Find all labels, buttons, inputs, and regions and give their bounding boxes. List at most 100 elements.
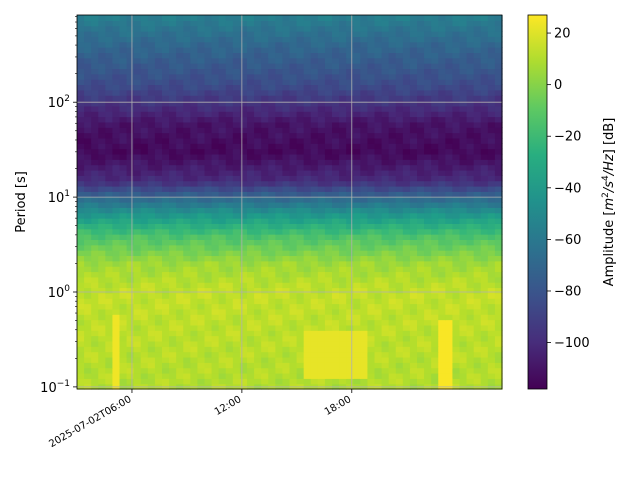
heatmap-cell [133, 324, 142, 331]
heatmap-cell [140, 89, 149, 96]
heatmap-cell [169, 319, 177, 326]
heatmap-cell [317, 330, 326, 337]
heatmap-cell [133, 116, 142, 123]
heatmap-cell [332, 276, 340, 283]
heatmap-cell [339, 111, 347, 118]
heatmap-cell [445, 169, 454, 176]
heatmap-cell [218, 330, 227, 337]
heatmap-cell [452, 52, 461, 59]
heatmap-cell [332, 378, 340, 385]
heatmap-cell [445, 95, 454, 102]
heatmap-cell [487, 271, 496, 278]
heatmap-cell [452, 143, 461, 150]
heatmap-cell [98, 73, 106, 80]
heatmap-cell [275, 89, 284, 96]
heatmap-cell [247, 239, 255, 246]
heatmap-cell [431, 52, 439, 59]
heatmap-cell [261, 169, 269, 176]
heatmap-cell [162, 282, 170, 289]
heatmap-cell [169, 367, 177, 374]
heatmap-cell [211, 356, 220, 363]
heatmap-cell [494, 271, 503, 278]
heatmap-cell [247, 68, 255, 75]
heatmap-cell [310, 282, 319, 289]
heatmap-cell [147, 324, 156, 331]
heatmap-cell [417, 73, 425, 80]
heatmap-cell [169, 356, 177, 363]
heatmap-cell [473, 378, 482, 385]
heatmap-cell [247, 95, 255, 102]
heatmap-cell [466, 63, 475, 70]
heatmap-cell [247, 121, 255, 128]
heatmap-cell [388, 255, 397, 262]
heatmap-cell [424, 111, 432, 118]
heatmap-cell [424, 180, 432, 187]
heatmap-cell [183, 191, 191, 198]
heatmap-cell [480, 95, 489, 102]
heatmap-cell [84, 287, 92, 294]
heatmap-cell [211, 132, 220, 139]
heatmap-cell [133, 351, 142, 358]
heatmap-cell [332, 372, 340, 379]
heatmap-cell [105, 356, 114, 363]
heatmap-cell [126, 185, 135, 192]
heatmap-cell [487, 292, 496, 299]
heatmap-cell [98, 159, 106, 166]
heatmap-cell [395, 234, 404, 240]
heatmap-cell [147, 202, 156, 208]
heatmap-cell [480, 169, 489, 176]
heatmap-cell [346, 255, 354, 262]
heatmap-cell [459, 292, 468, 299]
heatmap-cell [332, 25, 340, 32]
heatmap-cell [147, 340, 156, 347]
heatmap-cell [154, 68, 163, 75]
heatmap-cell [197, 95, 206, 102]
heatmap-cell [367, 164, 376, 171]
heatmap-cell [417, 271, 425, 278]
heatmap-cell [452, 36, 461, 43]
heatmap-cell [438, 340, 446, 347]
heatmap-cell [381, 57, 390, 64]
heatmap-cell [77, 356, 85, 363]
heatmap-cell [140, 356, 149, 363]
heatmap-cell [487, 276, 496, 283]
heatmap-cell [84, 282, 92, 289]
heatmap-cell [424, 340, 432, 347]
heatmap-cell [353, 308, 361, 315]
heatmap-cell [367, 260, 376, 267]
heatmap-cell [190, 282, 199, 289]
heatmap-cell [431, 105, 439, 112]
heatmap-cell [275, 148, 284, 155]
heatmap-cell [112, 105, 121, 112]
heatmap-cell [473, 351, 482, 358]
heatmap-cell [154, 57, 163, 64]
heatmap-cell [296, 15, 305, 21]
heatmap-cell [367, 84, 376, 91]
heatmap-cell [211, 25, 220, 32]
heatmap-cell [431, 255, 439, 262]
heatmap-cell [452, 207, 461, 214]
heatmap-cell [254, 292, 262, 299]
heatmap-cell [360, 79, 369, 86]
heatmap-cell [346, 308, 354, 315]
heatmap-cell [225, 292, 234, 299]
heatmap-cell [346, 196, 354, 203]
heatmap-cell [197, 335, 206, 342]
heatmap-cell [339, 73, 347, 80]
heatmap-cell [452, 41, 461, 48]
heatmap-cell [353, 266, 361, 273]
heatmap-cell [162, 356, 170, 363]
heatmap-cell [218, 121, 227, 128]
heatmap-cell [445, 266, 454, 273]
heatmap-cell [367, 250, 376, 257]
heatmap-cell [431, 223, 439, 230]
heatmap-cell [190, 89, 199, 96]
heatmap-cell [162, 159, 170, 166]
heatmap-cell [197, 52, 206, 59]
heatmap-cell [395, 303, 404, 310]
heatmap-cell [438, 143, 446, 150]
heatmap-cell [402, 36, 411, 43]
heatmap-cell [487, 164, 496, 171]
heatmap-cell [98, 175, 106, 182]
heatmap-cell [303, 100, 312, 107]
